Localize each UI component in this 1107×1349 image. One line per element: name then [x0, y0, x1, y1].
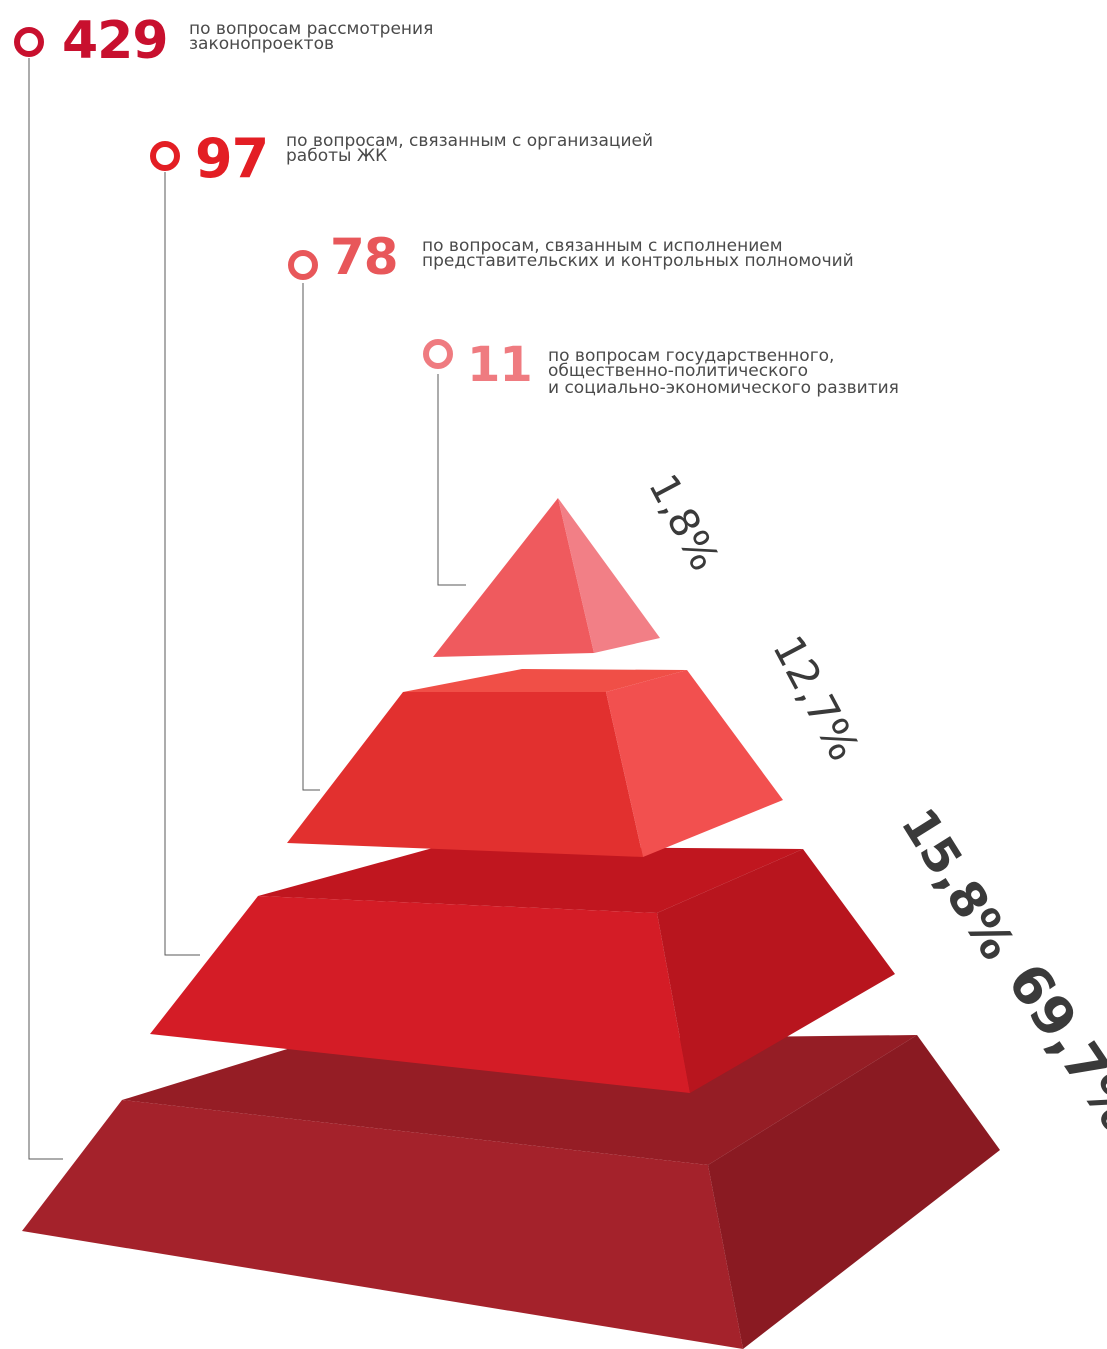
pyramid-tier-2: [150, 846, 895, 1093]
item-4: 11 по вопросам государственного, обществ…: [423, 337, 899, 398]
tier-4-side: [558, 498, 660, 653]
tier-1-side: [708, 1035, 1000, 1349]
tier-3-top: [403, 669, 687, 692]
item-1: 429 по вопросам рассмотрения законопроек…: [14, 11, 439, 71]
percent-tier-2: 15,8%: [890, 799, 1026, 970]
item-2-value: 97: [195, 127, 268, 190]
tier-4-front: [433, 498, 594, 657]
pyramid-tier-1: [22, 1035, 1000, 1349]
tier-3-side: [606, 670, 783, 857]
item-4-value: 11: [467, 337, 532, 393]
item-1-description: по вопросам рассмотрения законопроектов: [189, 19, 439, 54]
tier-1-front: [22, 1100, 743, 1349]
item-4-description: по вопросам государственного, общественн…: [548, 346, 899, 398]
leader-line-4: [437, 374, 466, 586]
tier-2-side: [657, 849, 895, 1093]
percent-tier-1: 69,7%: [995, 952, 1107, 1143]
tier-2-top: [258, 846, 803, 913]
marker-3-icon: [288, 250, 318, 280]
marker-4-icon: [423, 339, 453, 369]
pyramid-tier-3: [287, 669, 783, 857]
tier-2-front: [150, 896, 690, 1093]
pyramid-tier-4: [433, 498, 660, 657]
item-2: 97 по вопросам, связанным с организацией…: [150, 127, 658, 190]
marker-1-icon: [14, 27, 44, 57]
tier-3-front: [287, 692, 643, 857]
item-3: 78 по вопросам, связанным с исполнением …: [288, 228, 854, 286]
item-2-description: по вопросам, связанным с организацией ра…: [286, 131, 658, 166]
percent-tier-3: 12,7%: [763, 628, 869, 769]
marker-2-icon: [150, 141, 180, 171]
leader-line-3: [302, 283, 320, 791]
percent-tier-4: 1,8%: [639, 467, 727, 578]
item-1-value: 429: [62, 11, 168, 71]
leader-line-2: [164, 172, 200, 956]
leader-line-1: [28, 58, 63, 1160]
item-3-description: по вопросам, связанным с исполнением пре…: [422, 236, 854, 271]
item-3-value: 78: [330, 228, 398, 286]
